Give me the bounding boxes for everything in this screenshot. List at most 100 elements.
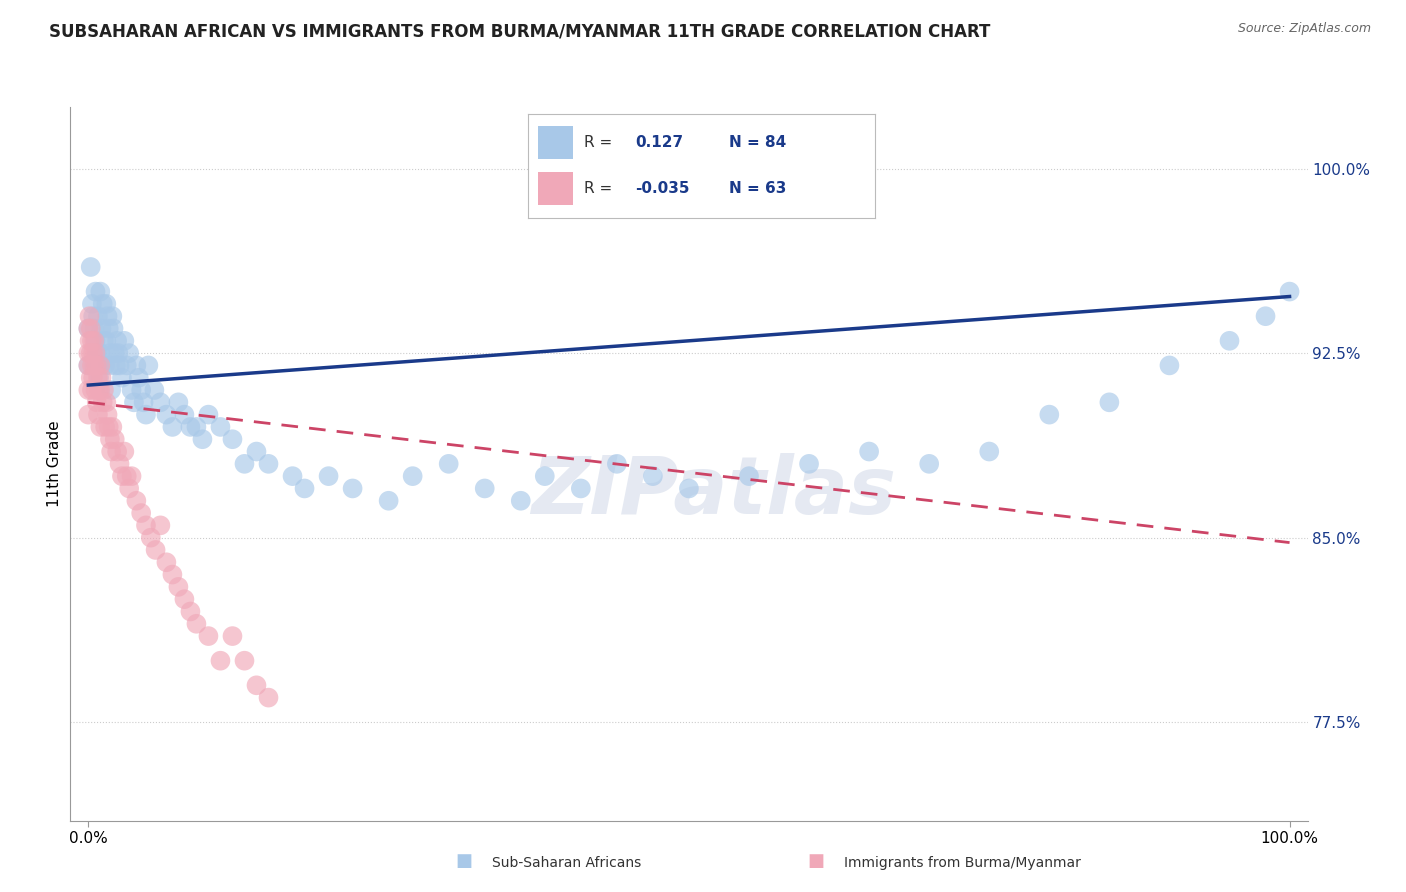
Point (108, 457, 131, 471)
Point (77, 359, 100, 373)
Point (149, 518, 172, 533)
Point (93, 334, 115, 348)
Point (641, 469, 664, 483)
Point (135, 408, 157, 422)
Point (318, 469, 340, 483)
Point (121, 469, 143, 483)
Point (83, 334, 105, 348)
Point (104, 432, 127, 446)
Text: SUBSAHARAN AFRICAN VS IMMIGRANTS FROM BURMA/MYANMAR 11TH GRADE CORRELATION CHART: SUBSAHARAN AFRICAN VS IMMIGRANTS FROM BU… (49, 22, 991, 40)
Point (87, 408, 110, 422)
Point (281, 469, 304, 483)
Point (86, 346, 108, 360)
Point (91, 395, 114, 409)
Point (79, 309, 101, 323)
Point (103, 321, 125, 335)
Point (162, 420, 184, 434)
Point (377, 493, 399, 508)
Point (89, 383, 111, 397)
Point (129, 506, 152, 520)
Text: Sub-Saharan Africans: Sub-Saharan Africans (492, 855, 641, 870)
Point (96, 297, 118, 311)
Point (918, 457, 941, 471)
Point (83, 321, 105, 335)
Point (125, 359, 148, 373)
Point (401, 469, 423, 483)
Point (80, 370, 103, 384)
Point (139, 531, 162, 545)
Point (1038, 408, 1060, 422)
Y-axis label: 11th Grade: 11th Grade (46, 420, 62, 508)
Text: Immigrants from Burma/Myanmar: Immigrants from Burma/Myanmar (844, 855, 1080, 870)
Point (294, 482, 316, 496)
Point (209, 654, 232, 668)
Point (533, 469, 555, 483)
Point (197, 408, 219, 422)
Point (82, 346, 104, 360)
Point (87, 359, 110, 373)
Point (90, 321, 112, 335)
Point (89, 420, 111, 434)
Text: ■: ■ (456, 852, 472, 870)
Point (80, 260, 103, 274)
Point (77, 383, 100, 397)
Point (233, 654, 256, 668)
Point (89, 346, 111, 360)
Point (111, 469, 134, 483)
Point (128, 370, 150, 384)
Point (96, 395, 118, 409)
Point (125, 493, 148, 508)
Point (569, 482, 592, 496)
Point (96, 408, 118, 422)
Point (105, 334, 128, 348)
Text: Source: ZipAtlas.com: Source: ZipAtlas.com (1237, 22, 1371, 36)
Point (129, 383, 152, 397)
Point (143, 383, 166, 397)
Point (77, 408, 100, 422)
Point (186, 420, 208, 434)
Point (79, 334, 101, 348)
Point (167, 395, 190, 409)
Point (84, 334, 107, 348)
Point (197, 629, 219, 643)
Point (105, 444, 128, 458)
Point (179, 420, 201, 434)
Text: ZIPatlas: ZIPatlas (531, 453, 896, 532)
Point (87, 370, 110, 384)
Point (83, 359, 105, 373)
Point (221, 432, 243, 446)
Point (94, 359, 117, 373)
Point (80, 383, 103, 397)
Point (122, 395, 145, 409)
Point (107, 346, 129, 360)
Point (678, 482, 700, 496)
Point (118, 346, 141, 360)
Point (84, 383, 107, 397)
Point (80, 297, 103, 311)
Point (77, 321, 100, 335)
Point (118, 482, 141, 496)
Point (342, 482, 364, 496)
Point (1218, 334, 1240, 348)
Point (437, 457, 460, 471)
Point (149, 395, 172, 409)
Point (94, 420, 117, 434)
Point (209, 420, 232, 434)
Point (104, 346, 127, 360)
Point (82, 309, 104, 323)
Point (96, 334, 118, 348)
Point (738, 469, 761, 483)
Point (233, 457, 256, 471)
Point (98, 359, 121, 373)
Point (97, 321, 120, 335)
Point (132, 395, 155, 409)
Point (245, 444, 267, 458)
Point (112, 334, 135, 348)
Point (111, 370, 134, 384)
Point (84, 346, 107, 360)
Point (1098, 395, 1121, 409)
Point (86, 359, 108, 373)
Point (191, 432, 214, 446)
Point (1159, 359, 1181, 373)
Point (97, 420, 120, 434)
